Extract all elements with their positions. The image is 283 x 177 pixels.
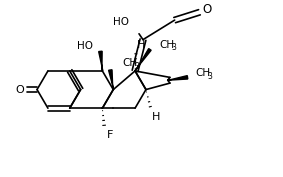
Text: HO: HO bbox=[113, 17, 129, 27]
Text: O: O bbox=[16, 85, 25, 95]
Text: CH: CH bbox=[122, 58, 137, 68]
Text: CH: CH bbox=[196, 68, 211, 78]
Text: H: H bbox=[152, 112, 160, 122]
Text: HO: HO bbox=[77, 41, 93, 50]
Text: H: H bbox=[137, 39, 145, 50]
Polygon shape bbox=[99, 51, 103, 71]
Text: CH: CH bbox=[160, 39, 175, 50]
Text: F: F bbox=[107, 130, 113, 140]
Text: 3: 3 bbox=[172, 43, 177, 52]
Text: 3: 3 bbox=[207, 72, 212, 81]
Polygon shape bbox=[167, 76, 188, 80]
Text: 3: 3 bbox=[134, 62, 139, 71]
Text: O: O bbox=[203, 3, 212, 16]
Polygon shape bbox=[109, 70, 114, 90]
Polygon shape bbox=[135, 49, 151, 71]
